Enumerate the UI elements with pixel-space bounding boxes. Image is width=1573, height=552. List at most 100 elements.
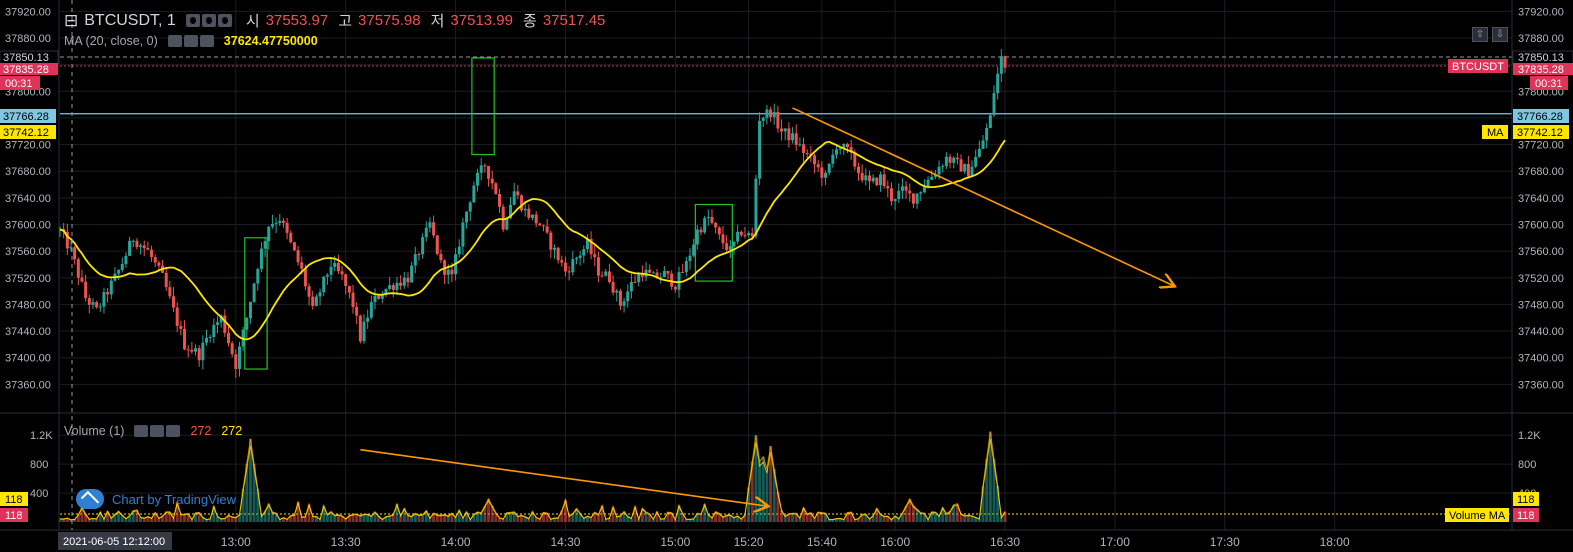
candle-body: [802, 144, 806, 154]
candle-body: [626, 291, 630, 302]
symbol-right-text: BTCUSDT: [1452, 61, 1504, 73]
candle-body: [706, 217, 710, 219]
volume-bar: [662, 518, 666, 522]
volume-bar: [307, 504, 311, 522]
last-price-right-text: 37850.13: [1518, 52, 1564, 64]
price-tick-label-right: 37440.00: [1518, 326, 1564, 338]
vol-gear-icon[interactable]: [150, 425, 165, 437]
candle-body: [128, 240, 132, 256]
candle-body: [776, 112, 780, 129]
volume-bar: [190, 519, 194, 522]
horizontal-line-layer: [60, 56, 1512, 515]
annotation-box: [694, 203, 733, 282]
ma-close-icon[interactable]: [199, 35, 214, 47]
volume-bar: [787, 513, 791, 522]
pane-up-icon[interactable]: ⇧: [1472, 27, 1488, 42]
candle-body: [172, 296, 176, 308]
volume-bar: [274, 513, 278, 522]
ma-gear-icon[interactable]: [183, 35, 198, 47]
volume-bar: [62, 518, 66, 522]
volume-bar: [710, 517, 714, 522]
volume-bar: [747, 487, 751, 522]
time-tick-label: 18:00: [1320, 535, 1350, 549]
volume-bar: [541, 512, 545, 522]
candle-body: [563, 262, 567, 272]
symbol-toggle-icon[interactable]: ⊟: [64, 10, 79, 30]
volume-bar: [791, 513, 795, 522]
candle-body: [670, 273, 674, 287]
volume-bar: [512, 511, 516, 522]
symbol-title[interactable]: BTCUSDT, 1: [84, 11, 176, 29]
volume-bar: [758, 461, 762, 522]
volume-bar: [377, 516, 381, 522]
vol-close-icon[interactable]: [166, 425, 181, 437]
candle-body: [750, 233, 754, 237]
ma-legend-label[interactable]: MA (20, close, 0): [64, 34, 158, 48]
candle-body: [596, 257, 600, 276]
price-tick-label-left: 37560.00: [5, 246, 51, 258]
volume-bar: [336, 514, 340, 522]
candle-body: [651, 272, 655, 274]
volume-bar: [197, 512, 201, 522]
candle-body: [245, 317, 249, 330]
eye-icon[interactable]: [185, 14, 200, 27]
candle-body: [904, 186, 908, 191]
badge-countdown-right: 00:31: [1530, 76, 1568, 90]
badge-ma-label-right: MA: [1482, 125, 1508, 139]
candle-body: [237, 346, 241, 369]
ma-legend-buttons: [167, 35, 214, 47]
volume-tick-label-right: 1.2K: [1518, 430, 1541, 442]
candle-body: [340, 271, 344, 275]
volume-bar: [985, 458, 989, 522]
candle-body: [886, 186, 890, 189]
vol-ma-label-right-text: Volume MA: [1449, 510, 1506, 522]
candle-body: [410, 265, 414, 283]
volume-bar: [472, 514, 476, 522]
candle-body: [65, 231, 69, 249]
volume-bar: [871, 515, 875, 522]
candle-body: [226, 332, 230, 344]
volume-bar: [483, 505, 487, 522]
volume-bar: [325, 514, 329, 522]
ma-left-text: 37742.12: [3, 127, 49, 139]
candle-body: [703, 218, 707, 233]
tradingview-watermark[interactable]: Chart by TradingView: [76, 489, 236, 509]
volume-bar: [655, 511, 659, 522]
candle-body: [424, 227, 428, 238]
candle-body: [717, 227, 721, 235]
volume-bar: [153, 512, 157, 522]
badge-vol-left: 118: [0, 508, 28, 522]
volume-bar: [128, 515, 132, 522]
ma-eye-icon[interactable]: [167, 35, 182, 47]
candle-body: [194, 348, 198, 352]
volume-bar: [875, 508, 879, 522]
gear-icon[interactable]: [201, 14, 216, 27]
candle-body: [157, 262, 161, 266]
volume-bar: [607, 518, 611, 522]
candle-body: [124, 255, 128, 264]
candle-body: [955, 157, 959, 160]
sub-price-right-text: 37835.28: [1518, 64, 1564, 76]
volume-bar: [615, 516, 619, 522]
candle-body: [607, 271, 611, 283]
volume-bar: [333, 515, 337, 522]
candle-body: [878, 174, 882, 186]
pane-down-icon[interactable]: ⇩: [1492, 27, 1508, 42]
volume-bar: [117, 511, 121, 522]
candle-body: [552, 247, 556, 250]
candle-body: [208, 336, 212, 338]
candle-body: [117, 270, 121, 274]
candle-body: [615, 290, 619, 293]
volume-bar: [937, 516, 941, 522]
volume-bar: [1003, 511, 1007, 522]
candle-body: [933, 174, 937, 177]
more-icon[interactable]: [217, 14, 232, 27]
volume-bar: [421, 514, 425, 522]
vol-eye-icon[interactable]: [134, 425, 149, 437]
badge-hline-right: 37766.28: [1513, 109, 1569, 123]
time-axis[interactable]: 13:00 13:30 14:00 14:30 15:00 15:20 15:40 16:00…: [221, 535, 1350, 549]
candle-body: [472, 185, 476, 203]
price-tick-label-right: 37640.00: [1518, 193, 1564, 205]
volume-legend-label[interactable]: Volume (1): [64, 424, 125, 438]
